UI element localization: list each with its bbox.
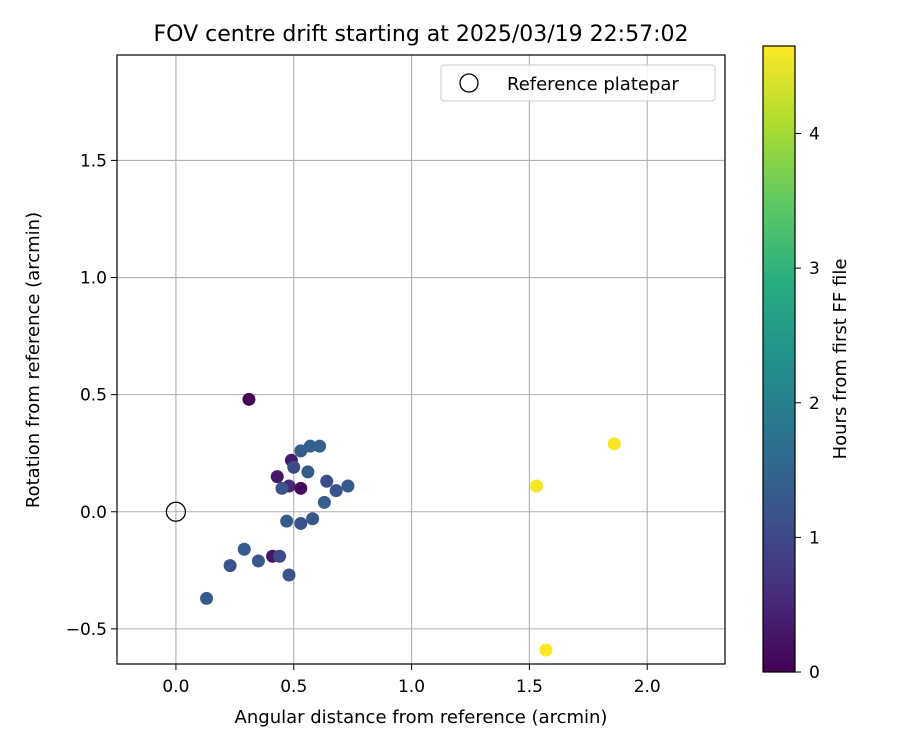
data-point (242, 392, 256, 406)
data-point (529, 479, 543, 493)
data-point (607, 437, 621, 451)
y-tick-label: 0.0 (80, 503, 107, 523)
y-tick-label: 1.5 (80, 151, 107, 171)
data-point (294, 516, 308, 530)
data-point (306, 512, 320, 526)
colorbar-tick-label: 4 (809, 125, 820, 145)
y-tick-label: 0.5 (80, 386, 107, 406)
data-point (273, 549, 287, 563)
x-tick-label: 1.5 (516, 677, 543, 697)
data-point (237, 542, 251, 556)
legend-label-reference: Reference platepar (507, 74, 679, 95)
legend-reference-marker (459, 73, 479, 93)
data-point (270, 470, 284, 484)
x-tick-label: 0.0 (162, 677, 189, 697)
x-axis-label: Angular distance from reference (arcmin) (235, 707, 608, 728)
reference-platepar-marker (165, 501, 187, 522)
data-point (303, 439, 317, 453)
data-point (539, 643, 553, 657)
data-point (280, 514, 294, 528)
colorbar-label: Hours from first FF file (830, 259, 851, 460)
data-point (313, 439, 327, 453)
data-point (282, 568, 296, 582)
axis-ticks: 0.0 0.5 1.0 1.5 2.0 −0.5 0.0 0.5 1.0 1.5 (66, 151, 661, 697)
colorbar: 0 1 2 3 4 Hours from first FF file (762, 45, 851, 683)
data-point (251, 554, 265, 568)
chart-title: FOV centre drift starting at 2025/03/19 … (154, 22, 689, 47)
x-tick-label: 2.0 (634, 677, 661, 697)
grid-lines (117, 55, 725, 664)
x-tick-label: 0.5 (280, 677, 307, 697)
data-point (294, 481, 308, 495)
legend-box (440, 64, 716, 102)
data-point (223, 559, 237, 573)
y-tick-label: 1.0 (80, 269, 107, 289)
x-tick-label: 1.0 (398, 677, 425, 697)
data-point (341, 479, 355, 493)
legend: Reference platepar (440, 64, 716, 102)
colorbar-tick-label: 2 (809, 394, 820, 414)
colorbar-tick-label: 0 (809, 663, 820, 683)
data-point (287, 460, 301, 474)
data-point (329, 484, 343, 498)
data-points (165, 392, 621, 657)
colorbar-gradient (762, 45, 796, 673)
data-point (275, 481, 289, 495)
colorbar-tick-label: 3 (809, 259, 820, 279)
colorbar-tick-label: 1 (809, 528, 820, 548)
data-point (317, 495, 331, 509)
data-point (320, 474, 334, 488)
plot-frame (116, 54, 726, 665)
y-axis-label: Rotation from reference (arcmin) (23, 212, 44, 508)
data-point (200, 591, 214, 605)
data-point (301, 465, 315, 479)
y-tick-label: −0.5 (66, 620, 107, 640)
colorbar-ticks: 0 1 2 3 4 (795, 125, 820, 683)
